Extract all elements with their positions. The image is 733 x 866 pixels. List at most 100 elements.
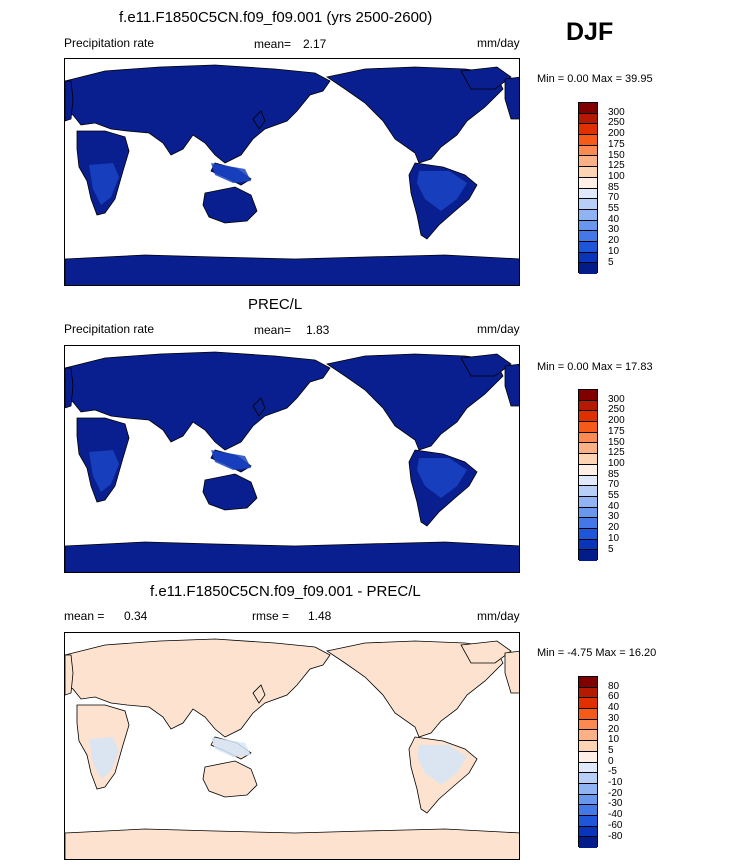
colorbar-swatch xyxy=(579,464,597,476)
colorbar-tick-label: 30 xyxy=(608,511,620,523)
panel2-map-svg xyxy=(65,351,519,572)
colorbar-tick-label: 10 xyxy=(608,532,620,544)
map-wet-region-africaWet xyxy=(89,737,119,779)
colorbar-swatch xyxy=(579,145,597,157)
map-landmass-europeWest xyxy=(65,367,74,409)
panel2-minmax: Min = 0.00 Max = 17.83 xyxy=(537,361,653,373)
colorbar-tick-label: 150 xyxy=(608,436,625,448)
colorbar-swatch xyxy=(579,390,597,401)
colorbar-tick-label: 10 xyxy=(608,734,620,746)
colorbar-swatch xyxy=(579,730,597,742)
colorbar-tick-label: 20 xyxy=(608,723,620,735)
panel2-units: mm/day xyxy=(477,322,520,336)
colorbar-tick-label: -30 xyxy=(608,798,623,810)
panel1-map-svg xyxy=(65,64,519,285)
colorbar-swatch xyxy=(579,103,597,114)
map-landmass-greenland xyxy=(460,640,512,664)
map-wet-region-maritime xyxy=(211,737,251,757)
colorbar-swatch xyxy=(579,263,597,274)
panel1-units: mm/day xyxy=(477,36,520,50)
colorbar-tick-label: 200 xyxy=(608,128,625,140)
panel3-mean-label: mean = xyxy=(64,609,105,623)
map-landmass-asia xyxy=(65,64,331,164)
colorbar-tick-label: 40 xyxy=(608,500,620,512)
colorbar-tick-label: 20 xyxy=(608,522,620,534)
colorbar-swatch xyxy=(579,475,597,487)
map-landmass-europeEast xyxy=(504,650,519,694)
map-landmass-northAmerica xyxy=(325,66,504,164)
colorbar-swatch xyxy=(579,241,597,253)
colorbar-swatch xyxy=(579,677,597,688)
panel1-mean-label: mean= xyxy=(254,37,292,51)
colorbar-swatch xyxy=(579,443,597,455)
colorbar-tick-label: 30 xyxy=(608,224,620,236)
map-landmass-antarctica xyxy=(65,254,519,285)
colorbar-tick-label: 40 xyxy=(608,213,620,225)
colorbar-tick-label: 20 xyxy=(608,235,620,247)
colorbar-swatch xyxy=(579,454,597,465)
map-landmass-asia xyxy=(65,351,331,451)
map-landmass-japan xyxy=(252,397,266,417)
colorbar-tick-label: 100 xyxy=(608,170,625,182)
map-landmass-greenland xyxy=(460,66,512,90)
colorbar-tick-label: 100 xyxy=(608,457,625,469)
map-landmass-australia xyxy=(202,186,258,224)
map-wet-region-amazon xyxy=(417,458,467,498)
panel3-rmse-label: rmse = xyxy=(252,609,290,623)
map-landmass-northAmerica xyxy=(325,640,504,738)
colorbar-swatch xyxy=(579,167,597,178)
map-landmass-australia xyxy=(202,473,258,511)
colorbar-tick-label: 70 xyxy=(608,479,620,491)
colorbar-swatch xyxy=(579,719,597,731)
colorbar-tick-label: 250 xyxy=(608,117,625,129)
colorbar-tick-label: 55 xyxy=(608,490,620,501)
colorbar-swatch xyxy=(579,528,597,540)
colorbar-tick-label: 175 xyxy=(608,425,625,437)
colorbar-swatch xyxy=(579,837,597,848)
colorbar-swatch xyxy=(579,518,597,529)
colorbar-swatch xyxy=(579,783,597,795)
colorbar-swatch xyxy=(579,539,597,551)
colorbar-swatch xyxy=(579,411,597,423)
colorbar-swatch xyxy=(579,687,597,699)
colorbar-tick-label: 200 xyxy=(608,415,625,427)
colorbar-swatch xyxy=(579,124,597,136)
colorbar-tick-label: 150 xyxy=(608,149,625,161)
panel2-map xyxy=(64,345,520,573)
colorbar-tick-label: 5 xyxy=(608,543,614,555)
colorbar-tick-label: 70 xyxy=(608,192,620,204)
colorbar-tick-label: 300 xyxy=(608,106,625,118)
colorbar-tick-label: 0 xyxy=(608,755,614,767)
colorbar-tick-label: 85 xyxy=(608,181,620,193)
colorbar-tick-label: 60 xyxy=(608,691,620,703)
map-landmass-antarctica xyxy=(65,828,519,859)
colorbar-tick-label: 250 xyxy=(608,404,625,416)
panel1-title: f.e11.F1850C5CN.f09_f09.001 (yrs 2500-26… xyxy=(119,9,433,26)
colorbar-tick-label: 10 xyxy=(608,245,620,257)
colorbar-swatch xyxy=(579,422,597,433)
colorbar-swatch xyxy=(579,486,597,497)
colorbar-swatch xyxy=(579,507,597,519)
panel2-colorbar xyxy=(578,389,598,561)
colorbar-swatch xyxy=(579,135,597,146)
map-landmass-europeWest xyxy=(65,80,74,122)
panel3-map xyxy=(64,632,520,860)
colorbar-tick-label: 40 xyxy=(608,702,620,714)
map-wet-region-africaWet xyxy=(89,450,119,492)
colorbar-tick-label: 125 xyxy=(608,160,625,172)
colorbar-swatch xyxy=(579,199,597,210)
colorbar-tick-label: 5 xyxy=(608,256,614,268)
map-wet-region-amazon xyxy=(417,171,467,211)
panel3-title: f.e11.F1850C5CN.f09_f09.001 - PREC/L xyxy=(150,583,421,600)
colorbar-swatch xyxy=(579,762,597,774)
colorbar-tick-label: 300 xyxy=(608,393,625,405)
colorbar-swatch xyxy=(579,252,597,264)
colorbar-swatch xyxy=(579,751,597,763)
colorbar-swatch xyxy=(579,156,597,168)
colorbar-swatch xyxy=(579,698,597,710)
panel3-colorbar xyxy=(578,676,598,848)
colorbar-swatch xyxy=(579,550,597,561)
colorbar-tick-label: 80 xyxy=(608,680,620,692)
colorbar-tick-label: 125 xyxy=(608,447,625,459)
panel1-minmax: Min = 0.00 Max = 39.95 xyxy=(537,73,653,85)
